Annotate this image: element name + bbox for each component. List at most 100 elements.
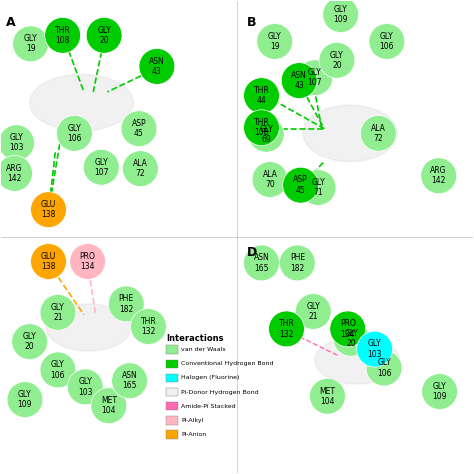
- Circle shape: [31, 244, 66, 279]
- Text: Conventional Hydrogen Bond: Conventional Hydrogen Bond: [182, 361, 274, 366]
- Text: THR
108: THR 108: [55, 26, 71, 45]
- Circle shape: [300, 170, 336, 205]
- Ellipse shape: [315, 337, 400, 384]
- Ellipse shape: [30, 74, 133, 131]
- Text: ASP
45: ASP 45: [293, 175, 308, 195]
- Ellipse shape: [303, 105, 397, 162]
- Text: ASN
43: ASN 43: [292, 71, 307, 90]
- Circle shape: [244, 78, 279, 114]
- Text: MET
104: MET 104: [319, 387, 336, 406]
- FancyBboxPatch shape: [166, 430, 178, 438]
- Circle shape: [323, 0, 358, 33]
- Text: THR
132: THR 132: [279, 319, 294, 338]
- Circle shape: [109, 286, 144, 322]
- Text: GLU
138: GLU 138: [41, 200, 56, 219]
- Circle shape: [422, 374, 457, 410]
- Circle shape: [333, 320, 369, 356]
- Circle shape: [319, 42, 355, 78]
- Circle shape: [121, 111, 157, 146]
- Ellipse shape: [46, 304, 131, 351]
- FancyBboxPatch shape: [166, 416, 178, 425]
- Circle shape: [279, 245, 315, 281]
- Text: ALA
72: ALA 72: [133, 159, 148, 178]
- Circle shape: [252, 162, 288, 197]
- Text: GLY
109: GLY 109: [333, 5, 348, 24]
- Circle shape: [91, 388, 127, 424]
- Text: GLY
19: GLY 19: [24, 34, 37, 54]
- Text: GLU
138: GLU 138: [41, 252, 56, 271]
- Circle shape: [421, 158, 456, 194]
- Text: GLY
106: GLY 106: [51, 360, 65, 380]
- Circle shape: [12, 324, 47, 359]
- Text: Pi-Alkyl: Pi-Alkyl: [182, 418, 204, 423]
- Circle shape: [257, 24, 292, 59]
- Circle shape: [112, 363, 147, 399]
- Text: GLY
109: GLY 109: [18, 390, 32, 409]
- Text: PRO
134: PRO 134: [340, 319, 356, 338]
- Circle shape: [244, 110, 279, 146]
- Circle shape: [139, 48, 175, 84]
- Circle shape: [86, 18, 122, 53]
- FancyBboxPatch shape: [166, 374, 178, 382]
- Text: GLY
21: GLY 21: [51, 303, 65, 322]
- Text: GLY
69: GLY 69: [259, 125, 273, 144]
- Text: GLY
107: GLY 107: [94, 157, 109, 177]
- Text: GLY
20: GLY 20: [97, 26, 111, 45]
- Circle shape: [310, 378, 346, 414]
- Text: ALA
70: ALA 70: [263, 170, 277, 189]
- Text: A: A: [6, 16, 16, 28]
- Text: GLY
20: GLY 20: [23, 332, 36, 351]
- Circle shape: [283, 167, 319, 203]
- Text: GLY
106: GLY 106: [380, 32, 394, 51]
- Circle shape: [13, 26, 48, 62]
- Circle shape: [281, 63, 317, 99]
- Text: THR
132: THR 132: [140, 317, 156, 336]
- Circle shape: [83, 149, 119, 185]
- Text: GLY
103: GLY 103: [367, 339, 382, 359]
- Text: MET
104: MET 104: [101, 396, 117, 415]
- Circle shape: [248, 117, 284, 152]
- Circle shape: [31, 192, 66, 228]
- Text: GLY
109: GLY 109: [432, 382, 447, 401]
- Text: van der Waals: van der Waals: [182, 347, 226, 352]
- Text: Pi-Anion: Pi-Anion: [182, 432, 207, 437]
- Text: B: B: [246, 16, 256, 28]
- Circle shape: [7, 382, 43, 418]
- Text: ARG
142: ARG 142: [430, 166, 447, 185]
- Text: THR
108: THR 108: [254, 118, 269, 137]
- Circle shape: [56, 116, 92, 151]
- Circle shape: [295, 293, 331, 329]
- Text: GLY
107: GLY 107: [308, 68, 322, 87]
- Circle shape: [297, 60, 333, 96]
- Circle shape: [122, 151, 158, 187]
- FancyBboxPatch shape: [166, 402, 178, 410]
- Circle shape: [67, 369, 103, 405]
- Circle shape: [0, 155, 33, 191]
- Text: GLY
106: GLY 106: [67, 124, 82, 143]
- Text: ASN
43: ASN 43: [149, 57, 165, 76]
- Circle shape: [0, 125, 35, 161]
- Text: ASN
165: ASN 165: [122, 371, 137, 391]
- Circle shape: [45, 18, 81, 53]
- Text: D: D: [246, 246, 257, 259]
- Circle shape: [244, 245, 279, 281]
- Circle shape: [366, 350, 402, 386]
- Text: THR
44: THR 44: [254, 86, 269, 105]
- Text: ARG
142: ARG 142: [6, 164, 23, 183]
- Circle shape: [130, 309, 166, 345]
- Text: PHE
182: PHE 182: [290, 253, 305, 273]
- Text: Halogen (Fluorine): Halogen (Fluorine): [182, 375, 240, 381]
- Circle shape: [357, 331, 392, 367]
- Text: PRO
134: PRO 134: [80, 252, 96, 271]
- Circle shape: [330, 311, 365, 347]
- Text: GLY
20: GLY 20: [344, 328, 358, 348]
- Text: GLY
106: GLY 106: [377, 358, 391, 378]
- Circle shape: [40, 294, 76, 330]
- Text: GLY
19: GLY 19: [268, 32, 282, 51]
- Circle shape: [360, 116, 396, 151]
- Text: GLY
71: GLY 71: [311, 178, 325, 197]
- Text: Interactions: Interactions: [166, 334, 224, 343]
- Circle shape: [369, 24, 405, 59]
- Text: GLY
20: GLY 20: [330, 51, 344, 70]
- FancyBboxPatch shape: [166, 346, 178, 354]
